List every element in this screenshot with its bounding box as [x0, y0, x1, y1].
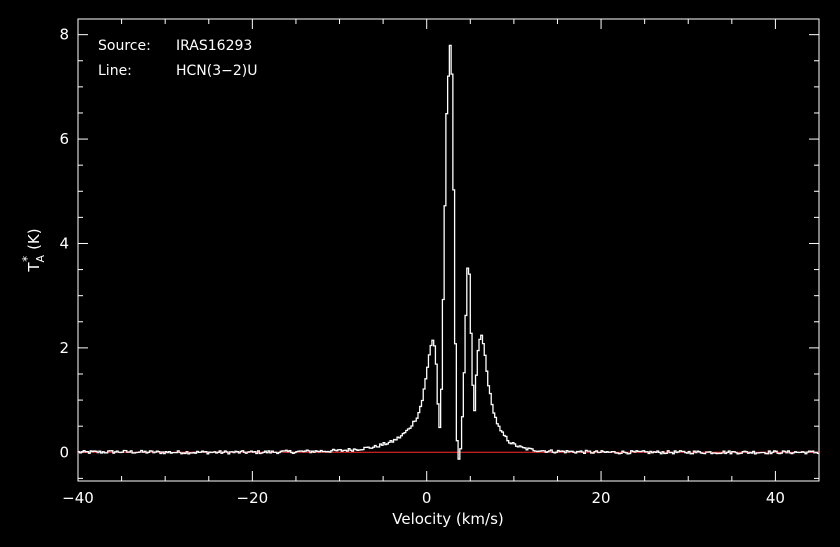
x-tick-label: 0	[422, 489, 432, 507]
spectrum-series	[78, 44, 819, 460]
y-axis-label-unit: (K)	[25, 228, 43, 250]
x-axis-label: Velocity (km/s)	[392, 510, 503, 528]
axis-ticks	[77, 19, 820, 481]
y-axis-label: TA* (K)	[20, 228, 47, 272]
source-label: Source:	[98, 38, 151, 54]
x-tick-label: 40	[766, 489, 785, 507]
x-tick-label: −40	[62, 489, 94, 507]
x-tick-label: 20	[592, 489, 611, 507]
axis-tick-labels: −40 −20 0 20 40 0 2 4 6 8	[59, 26, 785, 507]
line-label: Line:	[98, 63, 132, 79]
y-tick-label: 0	[59, 443, 69, 461]
y-tick-label: 8	[59, 26, 69, 44]
y-axis-label-sup: *	[20, 256, 34, 262]
x-tick-label: −20	[237, 489, 269, 507]
plot-frame	[77, 18, 820, 482]
y-tick-label: 4	[59, 234, 69, 252]
line-value: HCN(3−2)U	[176, 63, 258, 79]
y-axis-label-sub: A	[34, 254, 47, 262]
y-axis-label-main: T	[25, 262, 43, 273]
y-tick-label: 2	[59, 339, 69, 357]
source-value: IRAS16293	[176, 38, 252, 54]
svg-text:TA*(K): TA* (K)	[20, 228, 47, 272]
y-tick-label: 6	[59, 130, 69, 148]
